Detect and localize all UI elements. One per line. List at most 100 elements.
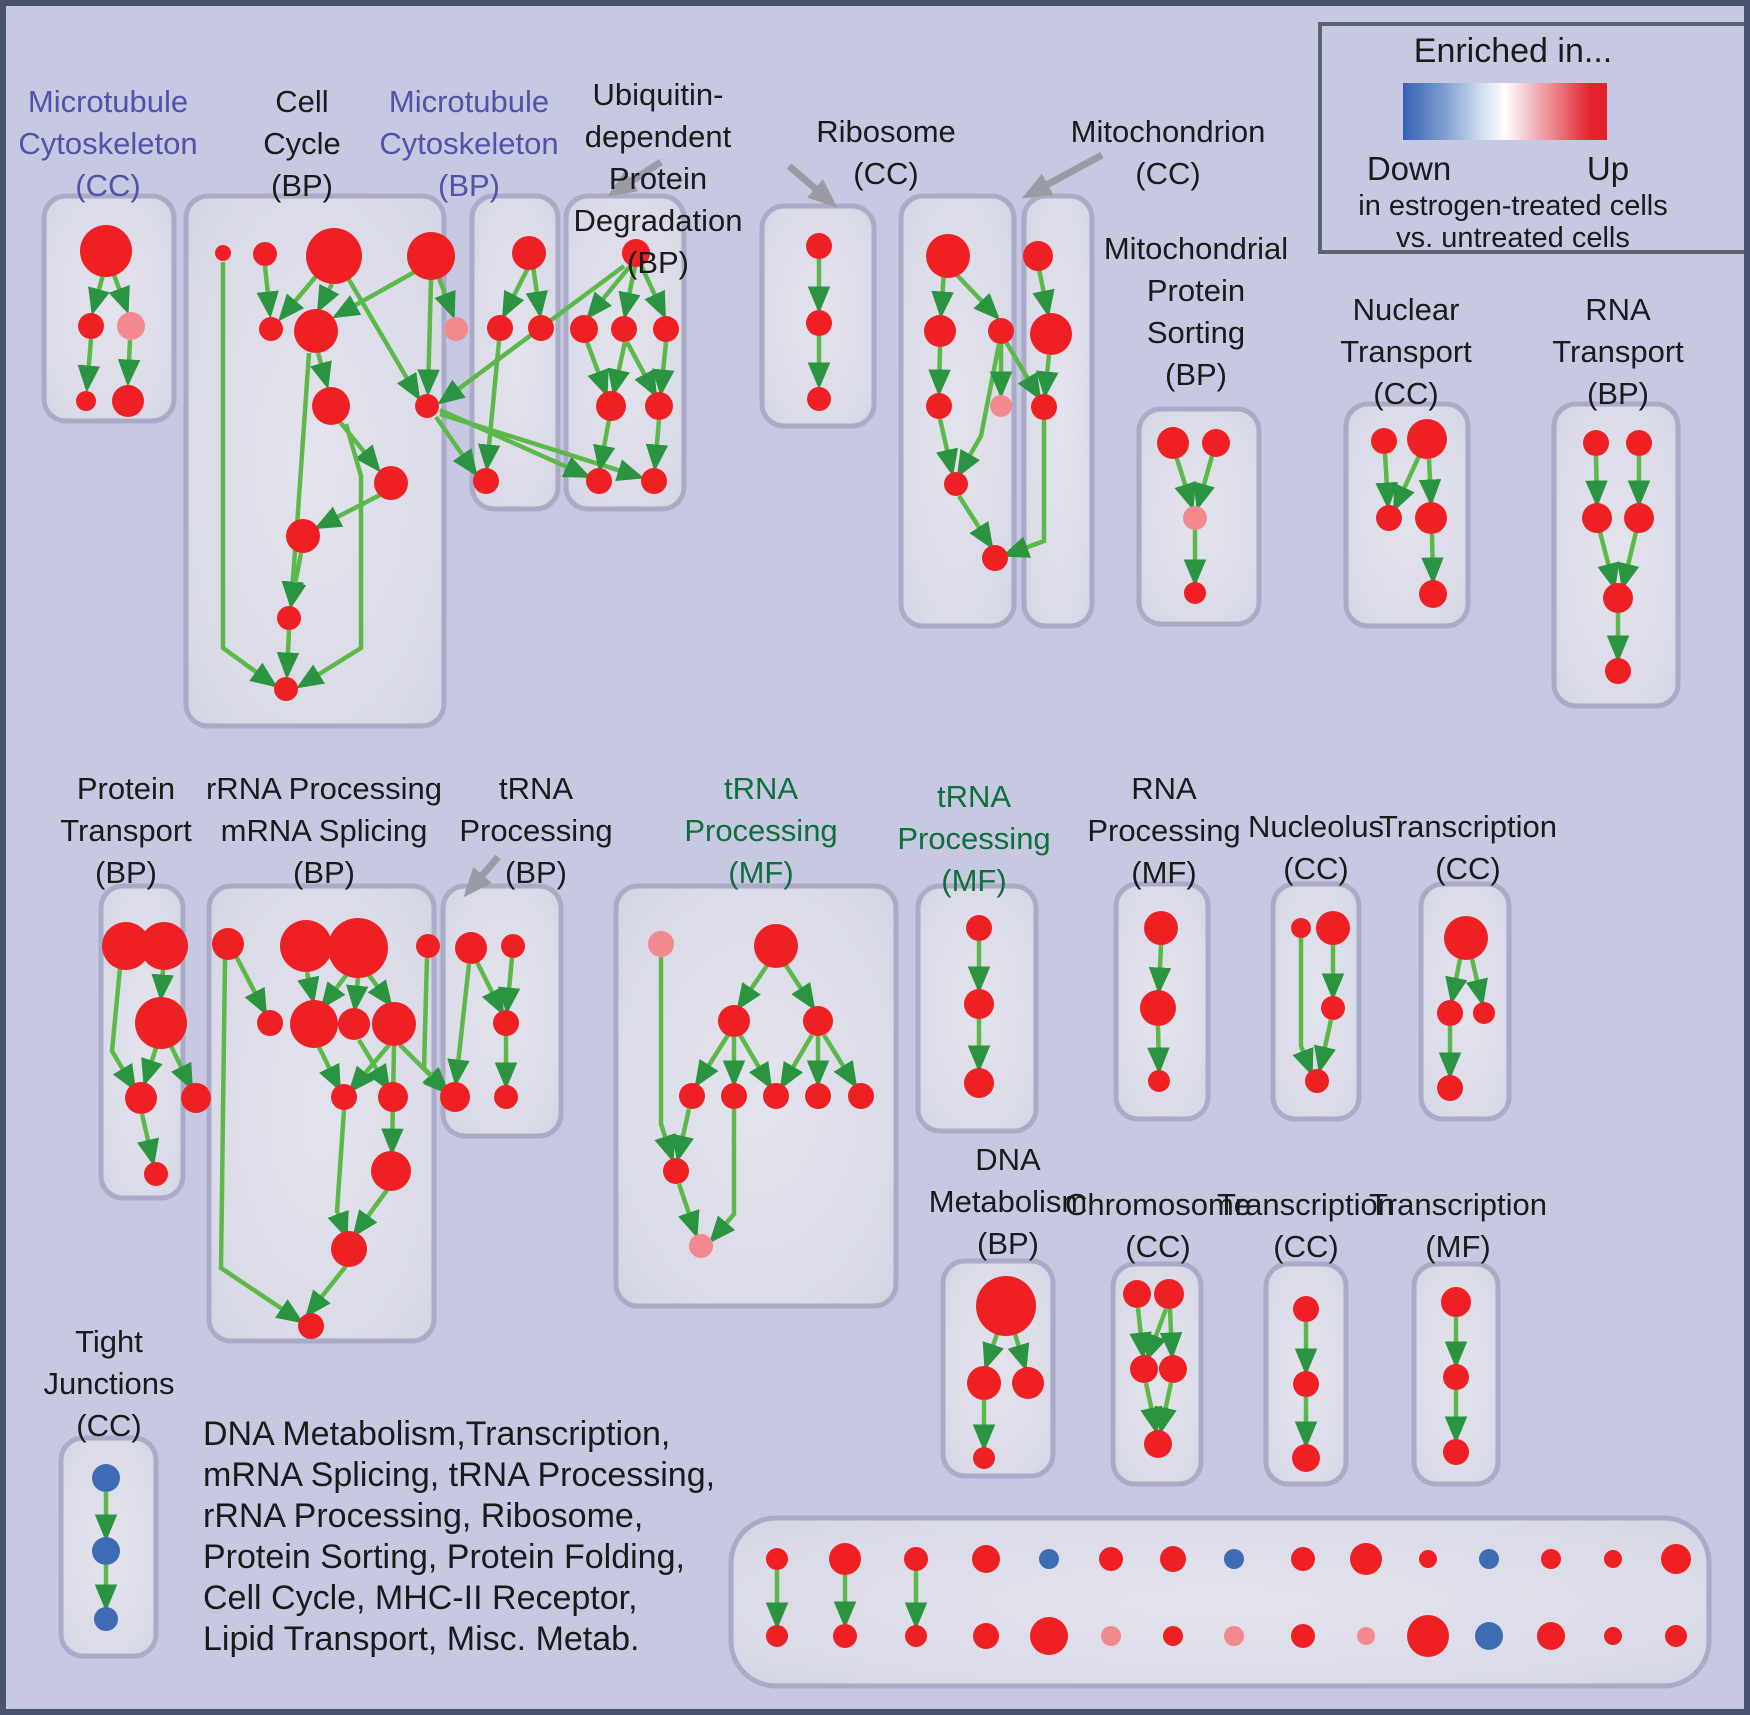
node-protein-transport-bp — [125, 1082, 157, 1114]
legend-caption-line2: vs. untreated cells — [1396, 222, 1630, 254]
node-rrna-processing — [416, 934, 440, 958]
edge-arrow — [586, 263, 633, 320]
edge-arrow — [218, 958, 304, 1324]
node-rrna-processing — [338, 1008, 370, 1040]
edge-arrow — [316, 282, 340, 313]
node-rrna-processing — [290, 1000, 338, 1048]
node-trna-processing-bp — [493, 1010, 519, 1036]
label-pointer-arrow — [1021, 151, 1104, 199]
node-transcription-cc-2 — [1292, 1444, 1320, 1472]
edge-arrow — [297, 971, 320, 1005]
node-mitochondrion-cc — [1031, 394, 1057, 420]
edge-arrow — [357, 1038, 391, 1092]
node-misc-collection — [1099, 1547, 1123, 1571]
node-trna-processing-mf-1 — [848, 1083, 874, 1109]
node-trna-processing-mf-1 — [648, 931, 674, 957]
edge-arrow — [1148, 944, 1172, 995]
edge-arrow — [352, 1188, 389, 1238]
misc-text-line: rRNA Processing, Ribosome, — [203, 1497, 644, 1535]
node-nuclear-transport-cc — [1407, 419, 1447, 459]
label-trna-processing-mf-2: tRNA Processing (MF) — [897, 779, 1051, 898]
node-misc-collection — [1224, 1549, 1244, 1569]
edge-arrow — [1375, 453, 1398, 510]
node-misc-collection — [1163, 1626, 1183, 1646]
node-transcription-cc-1 — [1473, 1002, 1495, 1024]
node-chromosome-cc — [1144, 1430, 1172, 1458]
node-misc-collection — [1604, 1550, 1622, 1568]
node-trna-processing-mf-1 — [754, 924, 798, 968]
legend-gradient-bar — [1403, 83, 1607, 140]
node-cell-cycle — [277, 606, 301, 630]
node-misc-collection — [1604, 1627, 1622, 1645]
edge-arrow — [1465, 958, 1488, 1007]
node-transcription-cc-1 — [1437, 1000, 1463, 1026]
node-ribosome-cc — [944, 472, 968, 496]
edge-arrow — [434, 277, 456, 320]
node-protein-transport-bp — [144, 1162, 168, 1186]
edge-arrow — [618, 265, 641, 320]
node-misc-collection — [1661, 1544, 1691, 1574]
edge-arrow — [314, 493, 382, 530]
edge-arrow — [316, 1046, 342, 1093]
node-trna-processing-mf-1 — [689, 1234, 713, 1258]
node-transcription-mf — [1443, 1439, 1469, 1465]
edge-arrow — [296, 423, 364, 689]
edge-arrow — [1292, 938, 1314, 1077]
node-misc-collection — [1475, 1622, 1503, 1650]
edge-arrow — [1036, 354, 1059, 399]
network-diagram — [41, 151, 1712, 1689]
edge-arrow — [654, 957, 676, 1163]
node-ribosome-cc — [982, 545, 1008, 571]
edge-arrow — [1392, 453, 1423, 513]
node-misc-collection — [1160, 1546, 1186, 1572]
node-mitochondrion-cc — [1030, 313, 1072, 355]
node-misc-collection — [1291, 1624, 1315, 1648]
node-cell-cycle — [407, 232, 455, 280]
node-rrna-processing — [331, 1084, 357, 1110]
legend-box: Enriched in... Down Up in estrogen-treat… — [1318, 22, 1744, 254]
edge-arrow — [1007, 1333, 1030, 1372]
edge-arrow — [638, 264, 667, 320]
edge-arrow — [320, 972, 349, 1010]
node-rna-transport-bp — [1582, 503, 1612, 533]
misc-text-line: mRNA Splicing, tRNA Processing, — [203, 1456, 716, 1494]
label-protein-transport-bp: Protein Transport (BP) — [60, 771, 192, 890]
legend-caption-line1: in estrogen-treated cells — [1358, 190, 1668, 222]
edge-arrow — [1154, 1382, 1177, 1435]
edge-arrow — [234, 954, 268, 1016]
node-tight-junctions-cc — [92, 1537, 120, 1565]
edge-arrow — [398, 1043, 451, 1096]
node-rna-processing-mf — [1140, 990, 1176, 1026]
group-box-microtubule-bp — [469, 193, 561, 512]
node-ubiquitin-1 — [653, 316, 679, 342]
node-trna-processing-mf-1 — [663, 1158, 689, 1184]
node-ubiquitin-1 — [596, 391, 626, 421]
node-misc-collection — [1419, 1550, 1437, 1568]
node-ubiquitin-1 — [586, 468, 612, 494]
node-nuclear-transport-cc — [1415, 502, 1447, 534]
label-trna-processing-bp: tRNA Processing (BP) — [459, 771, 613, 890]
group-box-rna-transport-bp — [1551, 401, 1681, 709]
node-cell-cycle — [306, 228, 362, 284]
label-trna-processing-mf-1: tRNA Processing (MF) — [684, 771, 838, 890]
edge-arrow — [671, 1108, 694, 1163]
edge-arrow — [709, 1109, 737, 1244]
misc-text-line: Cell Cycle, MHC-II Receptor, — [203, 1579, 638, 1617]
edge-arrow — [1032, 268, 1055, 318]
edge-arrow — [607, 341, 630, 397]
node-rna-transport-bp — [1626, 430, 1652, 456]
edge-arrow — [982, 1333, 1004, 1371]
edge-arrow — [276, 629, 300, 680]
node-transcription-mf — [1443, 1364, 1469, 1390]
edge-arrow — [1597, 531, 1620, 591]
node-chromosome-cc — [1130, 1355, 1158, 1383]
label-transcription-mf: Transcription (MF) — [1368, 1187, 1548, 1264]
edge-arrow — [1421, 533, 1444, 585]
node-protein-transport-bp — [181, 1083, 211, 1113]
node-rrna-processing — [298, 1313, 324, 1339]
node-microtubule-cc — [112, 385, 144, 417]
edge-arrow — [220, 262, 278, 688]
label-ubiquitin-dependent-protein-degradation: Ubiquitin-dependent Protein Degradation (BP… — [573, 77, 743, 280]
node-misc-collection — [905, 1625, 927, 1647]
